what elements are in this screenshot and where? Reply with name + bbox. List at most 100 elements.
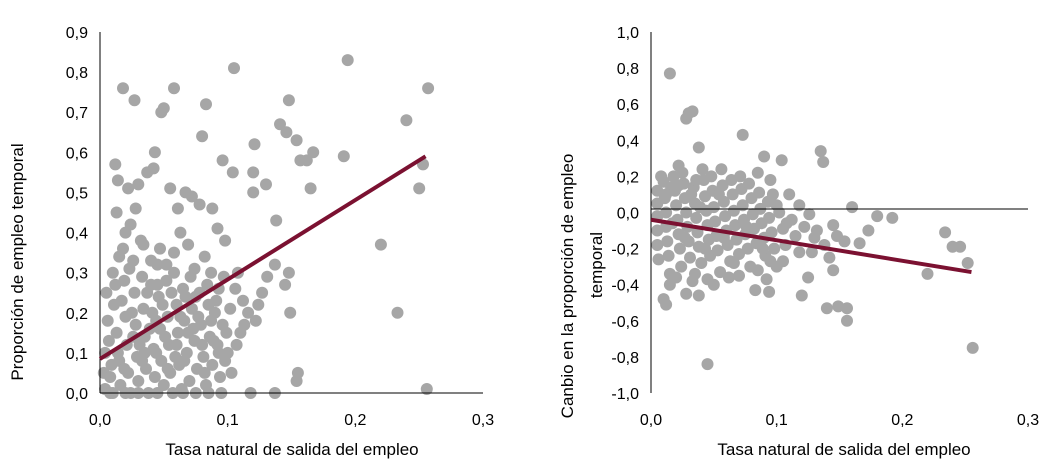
left-data-point: [226, 166, 239, 179]
right-data-point: [680, 287, 693, 300]
right-data-point: [802, 271, 815, 284]
left-data-point: [284, 306, 297, 319]
right-y-axis-title-line2: temporal: [587, 232, 606, 298]
right-data-point: [729, 219, 742, 232]
left-y-tick-label: 0,0: [66, 386, 88, 403]
right-data-point: [727, 257, 740, 269]
left-data-point: [104, 371, 117, 383]
left-data-point: [171, 202, 184, 215]
right-data-point: [690, 174, 703, 186]
left-data-point: [211, 222, 224, 235]
right-data-point: [680, 112, 693, 125]
right-data-point: [817, 156, 830, 168]
left-data-point: [128, 94, 141, 107]
right-data-point: [712, 188, 725, 201]
right-data-point: [966, 341, 979, 354]
right-data-point: [705, 170, 718, 183]
left-data-point: [178, 354, 191, 367]
left-data-point: [148, 371, 161, 383]
right-trend-line: [650, 217, 972, 275]
left-data-point: [123, 262, 136, 275]
right-data-point: [862, 224, 875, 237]
right-data-point: [768, 242, 781, 255]
right-data-point: [734, 170, 747, 183]
right-data-point: [707, 201, 720, 214]
right-data-point: [805, 246, 818, 259]
right-x-axis-title: Tasa natural de salida del empleo: [717, 440, 970, 459]
right-data-point: [733, 248, 745, 260]
left-data-point: [151, 258, 164, 271]
right-y-tick-label: -1,0: [611, 386, 639, 403]
left-data-point: [200, 98, 212, 111]
right-data-point: [954, 240, 967, 253]
left-data-point: [192, 310, 205, 323]
left-data-point: [156, 298, 169, 311]
left-data-point: [118, 274, 131, 287]
left-data-point: [117, 82, 129, 95]
left-data-point: [307, 146, 320, 159]
left-y-tick-label: 0,2: [66, 306, 88, 323]
right-data-point: [795, 289, 808, 302]
left-y-tick-label: 0,4: [66, 226, 88, 243]
left-data-point: [248, 138, 261, 151]
right-data-point: [814, 145, 827, 158]
right-data-point: [675, 260, 688, 273]
right-y-tick-label: 0,2: [617, 169, 639, 186]
left-data-point: [179, 290, 192, 303]
left-data-point: [229, 282, 242, 295]
right-data-point: [736, 128, 749, 141]
left-data-point: [169, 350, 182, 363]
left-data-point: [205, 314, 218, 327]
right-data-point: [689, 267, 701, 280]
left-data-point: [168, 266, 180, 279]
left-data-point: [128, 286, 141, 299]
left-data-point: [132, 178, 145, 191]
left-data-point: [268, 258, 281, 271]
left-data-point: [198, 366, 211, 379]
left-data-point: [182, 238, 195, 251]
left-data-point: [341, 54, 354, 67]
right-data-point: [678, 231, 691, 244]
left-data-point: [216, 154, 229, 167]
left-data-point: [106, 266, 119, 279]
left-data-point: [183, 375, 196, 387]
left-data-point: [224, 302, 237, 315]
right-data-point: [793, 246, 806, 259]
right-data-point: [740, 220, 753, 233]
left-data-point: [136, 354, 149, 367]
right-scatter-points: [651, 67, 979, 371]
right-data-point: [763, 285, 776, 298]
right-x-tick-label: 0,3: [1017, 412, 1039, 429]
right-data-point: [699, 242, 711, 255]
right-data-point: [715, 163, 728, 176]
right-data-point: [719, 210, 732, 223]
right-x-tick-labels: 0,0 0,1 0,2 0,3: [640, 412, 1039, 429]
left-data-point: [280, 126, 293, 139]
left-data-point: [247, 186, 260, 199]
right-data-point: [660, 206, 673, 219]
left-data-point: [206, 358, 219, 371]
left-data-point: [214, 371, 226, 383]
left-y-tick-label: 0,5: [66, 185, 88, 202]
right-data-point: [775, 154, 788, 167]
right-data-point: [777, 222, 789, 235]
left-data-point: [252, 298, 265, 311]
left-data-point: [129, 202, 142, 215]
chart-right: -1,0 -0,8 -0,6 -0,4 -0,2 0,0 0,2 0,4 0,6 0,8 1,0 0…: [558, 25, 1039, 459]
left-data-point: [101, 314, 114, 327]
left-data-point: [242, 306, 255, 319]
left-data-point: [160, 258, 173, 271]
left-data-point: [164, 182, 177, 195]
right-data-point: [827, 264, 840, 277]
right-data-point: [793, 199, 806, 212]
right-data-point: [783, 188, 796, 201]
left-data-point: [136, 270, 149, 283]
right-data-point: [727, 204, 740, 217]
left-data-point: [105, 358, 118, 371]
left-x-tick-labels: 0,0 0,1 0,2 0,3: [89, 412, 494, 429]
right-data-point: [726, 188, 739, 201]
left-data-point: [184, 270, 197, 283]
right-data-point: [756, 242, 769, 255]
right-y-tick-label: 0,8: [617, 61, 639, 78]
left-data-point: [282, 94, 295, 107]
